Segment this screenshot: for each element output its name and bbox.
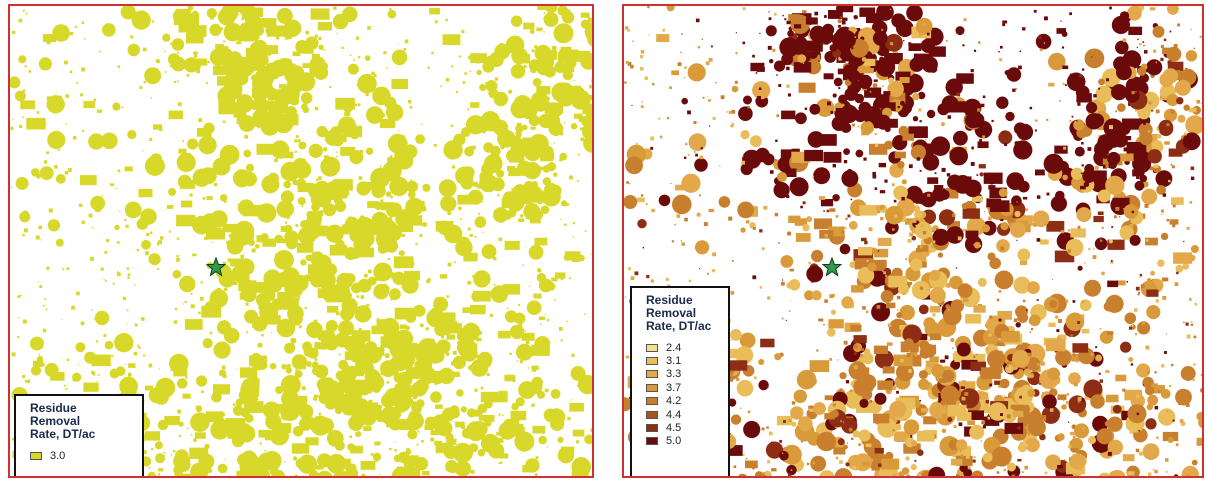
legend-left: Residue Removal Rate, DT/ac 3.0	[14, 394, 144, 476]
legend-label: 4.2	[666, 395, 682, 408]
legend-label: 3.0	[50, 449, 66, 462]
legend-label: 4.5	[666, 422, 682, 435]
legend-right: Residue Removal Rate, DT/ac 2.4 3.1 3.3 3.7…	[630, 286, 730, 476]
legend-label: 3.1	[666, 355, 682, 368]
legend-swatch	[646, 410, 658, 419]
legend-item: 4.5	[646, 421, 720, 434]
legend-item: 5.0	[646, 435, 720, 448]
legend-list: 2.4 3.1 3.3 3.7 4.2 4.4 4.5 5.0	[646, 341, 720, 448]
legend-item: 3.7	[646, 381, 720, 394]
field-parcels-right	[624, 6, 1202, 476]
legend-item: 4.4	[646, 408, 720, 421]
legend-title: Residue Removal Rate, DT/ac	[646, 293, 712, 333]
green-star-icon	[206, 257, 226, 277]
field-parcels-left	[10, 6, 592, 476]
legend-item: 2.4	[646, 341, 720, 354]
legend-swatch	[646, 343, 658, 352]
legend-item: 3.1	[646, 354, 720, 367]
legend-swatch	[646, 437, 658, 446]
legend-label: 4.4	[666, 408, 682, 421]
map-panel-left[interactable]: Residue Removal Rate, DT/ac 3.0	[8, 4, 594, 478]
legend-list: 3.0	[30, 449, 134, 462]
legend-label: 3.3	[666, 368, 682, 381]
legend-swatch	[30, 451, 42, 460]
legend-swatch	[646, 370, 658, 379]
legend-label: 3.7	[666, 381, 682, 394]
legend-item: 3.3	[646, 368, 720, 381]
legend-swatch	[646, 357, 658, 366]
legend-label: 2.4	[666, 341, 682, 354]
legend-item: 3.0	[30, 449, 134, 462]
legend-swatch	[646, 397, 658, 406]
legend-swatch	[646, 383, 658, 392]
legend-label: 5.0	[666, 435, 682, 448]
legend-swatch	[646, 424, 658, 433]
legend-item: 4.2	[646, 395, 720, 408]
legend-title: Residue Removal Rate, DT/ac	[30, 401, 96, 441]
map-panel-right[interactable]: Residue Removal Rate, DT/ac 2.4 3.1 3.3 3.7…	[622, 4, 1204, 478]
green-star-icon	[822, 257, 842, 277]
